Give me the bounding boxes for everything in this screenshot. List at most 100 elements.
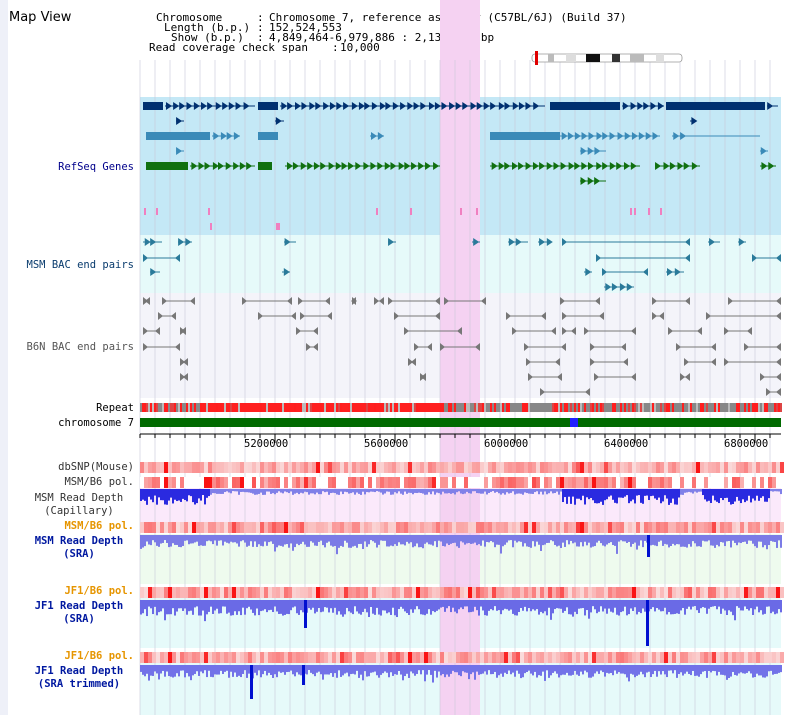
depth-bar (398, 600, 400, 610)
repeat-mark (346, 403, 348, 412)
depth-bar (386, 600, 388, 614)
heat-cell (576, 587, 580, 598)
depth-bar (774, 665, 776, 674)
depth-bar (536, 535, 538, 542)
heat-cell (312, 587, 316, 598)
heat-cell (464, 522, 468, 533)
heat-cell (576, 652, 580, 663)
heat-cell (380, 587, 384, 598)
heat-cell (352, 462, 356, 473)
heat-cell (264, 652, 268, 663)
heat-cell (196, 587, 200, 598)
bac-end (296, 327, 301, 335)
heat-cell (316, 462, 320, 473)
heat-cell (380, 477, 384, 488)
track-label-b6n-bac[interactable]: B6N BAC end pairs (26, 341, 134, 353)
depth-bar (610, 535, 612, 543)
depth-bar (724, 665, 726, 676)
heat-cell (284, 587, 288, 598)
depth-bar (756, 600, 758, 607)
depth-bar (200, 600, 202, 616)
heat-cell (312, 462, 316, 473)
depth-bar (266, 600, 268, 613)
depth-bar (164, 535, 166, 541)
bac-end (287, 297, 292, 305)
heat-cell (196, 522, 200, 533)
heat-cell (160, 462, 164, 473)
heat-cell (416, 522, 420, 533)
gene-exon-arrow (511, 162, 518, 170)
depth-bar (194, 535, 196, 543)
depth-bar (564, 665, 566, 675)
gene-block (146, 162, 188, 170)
heat-cell (160, 522, 164, 533)
depth-bar (608, 600, 610, 609)
repeat-mark (508, 403, 510, 412)
heat-cell (428, 462, 432, 473)
depth-bar (496, 489, 498, 492)
repeat-mark (462, 403, 464, 412)
repeat-mark (522, 403, 524, 412)
repeat-mark (298, 403, 300, 412)
depth-bar (212, 489, 214, 494)
repeat-mark (580, 403, 582, 412)
depth-bar (684, 535, 686, 547)
heat-cell (212, 652, 216, 663)
depth-bar (778, 535, 780, 541)
track-label-refseq[interactable]: RefSeq Genes (58, 161, 134, 173)
gene-exon-arrow (518, 162, 525, 170)
depth-bar (172, 665, 174, 678)
depth-bar (584, 489, 586, 505)
depth-bar (452, 600, 454, 608)
depth-bar (454, 489, 456, 495)
heat-cell (604, 477, 608, 488)
heat-cell (148, 462, 152, 473)
heat-cell (364, 652, 368, 663)
depth-bar (738, 535, 740, 543)
heat-cell (140, 652, 144, 663)
jf1-depth-trim-line1: JF1 Read Depth (34, 665, 124, 677)
heat-cell (144, 522, 148, 533)
repeat-mark (706, 403, 708, 412)
depth-bar (144, 665, 146, 677)
chromosome-sep: : (257, 11, 264, 24)
track-label-msm-bac[interactable]: MSM BAC end pairs (26, 259, 134, 271)
depth-bar (434, 600, 436, 613)
depth-bar (730, 489, 732, 505)
depth-bar (714, 489, 716, 501)
repeat-mark (586, 403, 588, 412)
heat-cell (552, 522, 556, 533)
heat-cell (628, 477, 632, 488)
heat-cell (228, 462, 232, 473)
heat-cell (152, 477, 156, 488)
depth-bar (680, 665, 682, 673)
depth-bar (550, 489, 552, 492)
gene-block (666, 102, 765, 110)
depth-bar (288, 665, 290, 672)
depth-bar (566, 665, 568, 673)
depth-bar (354, 665, 356, 675)
depth-bar (192, 665, 194, 676)
repeat-mark (468, 403, 470, 412)
depth-bar (170, 665, 172, 677)
heat-cell (264, 522, 268, 533)
depth-bar (604, 535, 606, 547)
heat-cell (196, 477, 200, 488)
depth-bar (766, 600, 768, 607)
track-label-jf1-depth-sra: JF1 Read Depth (SRA) (20, 600, 138, 626)
repeat-mark (766, 403, 768, 412)
repeat-mark (434, 403, 436, 412)
gene-exon-arrow (490, 102, 497, 110)
depth-bar (550, 600, 552, 620)
heat-cell (536, 522, 540, 533)
depth-bar (468, 665, 470, 680)
heat-cell (752, 652, 756, 663)
depth-bar (722, 535, 724, 543)
depth-bar (206, 489, 208, 498)
depth-bar (226, 489, 228, 492)
depth-bar (556, 489, 558, 492)
gene-exon-arrow (207, 102, 214, 110)
depth-bar (676, 600, 678, 614)
depth-bar (528, 600, 530, 609)
